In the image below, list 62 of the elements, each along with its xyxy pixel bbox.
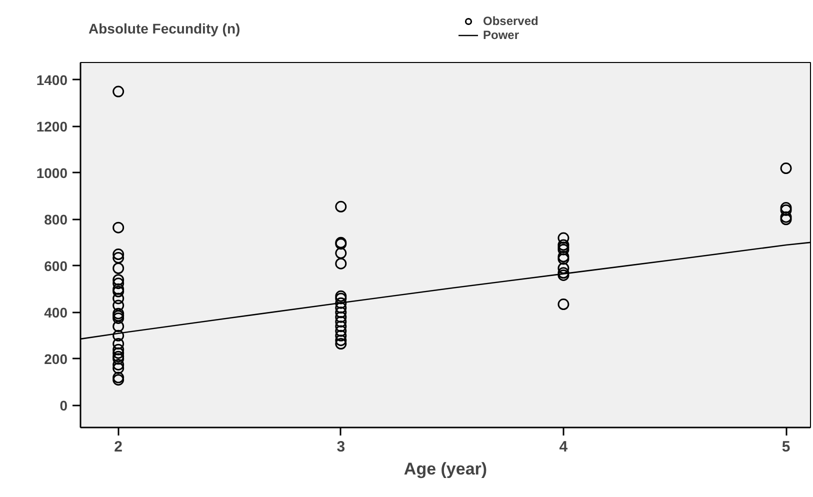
point <box>112 338 124 350</box>
point <box>335 306 347 318</box>
y-tick-label: 0 <box>60 397 68 414</box>
point <box>112 350 124 362</box>
point <box>558 239 570 251</box>
point <box>112 248 124 260</box>
point <box>112 274 124 286</box>
x-tick-label: 3 <box>336 438 346 456</box>
point <box>558 262 570 274</box>
y-tick-label: 1200 <box>36 118 68 134</box>
point <box>780 211 792 223</box>
point <box>335 258 347 270</box>
point <box>112 222 124 234</box>
point <box>112 372 124 384</box>
y-tick-label: 800 <box>44 211 68 228</box>
point <box>558 232 570 244</box>
point <box>335 292 347 304</box>
y-tick-label: 400 <box>44 304 68 320</box>
point <box>335 247 347 259</box>
point <box>112 300 124 312</box>
point <box>335 338 347 350</box>
point <box>112 330 124 342</box>
point <box>558 253 570 265</box>
point <box>112 344 124 356</box>
point <box>112 286 124 298</box>
point <box>112 278 124 290</box>
point <box>780 214 792 226</box>
point <box>335 200 347 212</box>
point <box>335 316 347 328</box>
point <box>112 292 124 304</box>
y-tick-label: 1000 <box>36 164 68 181</box>
y-tick-label: 600 <box>44 258 68 274</box>
point <box>112 374 124 386</box>
point <box>335 330 347 342</box>
legend-label: Observed <box>483 14 538 28</box>
point <box>335 290 347 302</box>
point <box>112 347 124 359</box>
point <box>112 362 124 374</box>
point <box>112 358 124 370</box>
y-tick-label: 200 <box>44 350 68 367</box>
point <box>335 320 347 332</box>
y-tick-label: 1400 <box>36 72 68 88</box>
point <box>558 298 570 310</box>
point <box>112 320 124 332</box>
point <box>335 302 347 314</box>
point <box>335 334 347 346</box>
y-axis-title: Absolute Fecundity (n) <box>88 20 240 36</box>
legend-label: Power <box>483 28 520 42</box>
point <box>558 250 570 262</box>
point <box>112 308 124 320</box>
x-tick-label: 4 <box>559 438 568 456</box>
point <box>112 262 124 274</box>
x-tick-label: 2 <box>114 438 123 456</box>
x-tick-label: 5 <box>782 438 790 456</box>
point <box>335 297 347 309</box>
point <box>780 162 792 174</box>
x-axis-title: Age (year) <box>404 460 488 478</box>
point <box>112 86 124 98</box>
point <box>112 283 124 295</box>
point <box>335 325 347 337</box>
point <box>112 252 124 264</box>
point <box>335 311 347 323</box>
